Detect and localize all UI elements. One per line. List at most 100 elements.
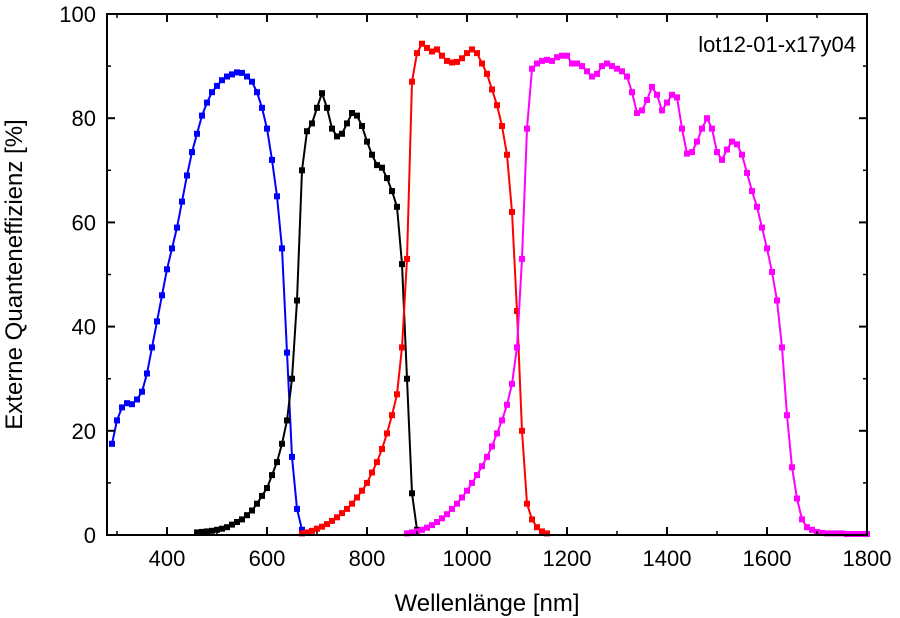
series-4-point xyxy=(799,516,805,523)
series-3-point xyxy=(369,469,375,476)
series-3-point xyxy=(479,60,485,67)
series-1-point xyxy=(259,104,265,111)
series-1 xyxy=(109,69,305,533)
series-3-point xyxy=(409,78,415,85)
series-4-point xyxy=(534,60,540,67)
series-3-point xyxy=(474,50,480,57)
chart-annotation: lot12-01-x17y04 xyxy=(698,32,856,57)
series-4-point xyxy=(694,138,700,145)
series-1-point xyxy=(299,526,305,533)
series-2-point xyxy=(309,120,315,127)
series-4-point xyxy=(684,150,690,157)
series-4 xyxy=(404,52,870,537)
series-2-point xyxy=(349,110,355,116)
series-1-point xyxy=(284,349,290,356)
series-3-point xyxy=(459,55,465,62)
series-3-point xyxy=(404,255,410,262)
series-4-point xyxy=(404,530,410,537)
y-tick-label: 100 xyxy=(59,2,96,27)
series-1-point xyxy=(119,404,125,411)
series-2-point xyxy=(289,375,295,382)
y-tick-label: 40 xyxy=(72,315,96,340)
series-3-point xyxy=(444,57,450,64)
series-4-point xyxy=(604,60,610,67)
series-4-point xyxy=(519,255,525,262)
series-2-point xyxy=(194,529,200,536)
series-1-point xyxy=(134,396,140,403)
series-2-point xyxy=(204,528,210,535)
series-3-point xyxy=(384,430,390,437)
series-3-point xyxy=(429,48,435,55)
series-3-point xyxy=(469,46,475,53)
series-3-point xyxy=(504,151,510,158)
series-2-point xyxy=(314,104,320,111)
series-4-point xyxy=(444,511,450,518)
series-4-point xyxy=(544,56,550,63)
series-3-point xyxy=(389,412,395,419)
series-4-point xyxy=(719,156,725,163)
series-4-point xyxy=(504,401,510,408)
y-tick-label: 80 xyxy=(72,106,96,131)
series-1-point xyxy=(219,77,225,84)
series-4-point xyxy=(669,91,675,98)
series-2-point xyxy=(334,133,340,140)
series-4-point xyxy=(774,297,780,304)
series-3-point xyxy=(464,50,470,57)
series-4-point xyxy=(524,125,530,132)
series-3-point xyxy=(424,44,430,51)
series-4-point xyxy=(784,412,790,419)
series-4-point xyxy=(409,529,415,536)
series-4-point xyxy=(569,60,575,67)
series-4-point xyxy=(484,453,490,460)
series-4-point xyxy=(749,188,755,195)
series-4-point xyxy=(644,97,650,103)
series-3-point xyxy=(354,494,360,501)
series-1-point xyxy=(269,156,275,163)
series-3-point xyxy=(439,52,445,59)
x-axis-title: Wellenlänge [nm] xyxy=(395,590,580,617)
series-4-point xyxy=(794,495,800,502)
series-3-point xyxy=(509,209,515,215)
series-2-point xyxy=(294,297,300,304)
series-3-point xyxy=(519,427,525,434)
series-4-point xyxy=(709,125,715,132)
series-2-point xyxy=(299,167,305,174)
series-3-point xyxy=(449,59,455,66)
series-2-point xyxy=(374,162,380,169)
series-4-point xyxy=(419,526,425,533)
series-4-point xyxy=(839,530,845,537)
x-tick-label: 800 xyxy=(349,546,386,571)
series-3-line xyxy=(301,42,548,535)
series-1-point xyxy=(109,440,115,447)
series-4-point xyxy=(614,65,620,72)
series-4-point xyxy=(639,107,645,114)
series-4-point xyxy=(819,529,825,536)
series-4-point xyxy=(559,52,565,59)
series-4-point xyxy=(754,203,760,210)
series-2-point xyxy=(259,492,265,499)
series-2-point xyxy=(224,524,230,531)
series-3-point xyxy=(454,58,460,65)
series-4-point xyxy=(454,500,460,507)
series-1-point xyxy=(244,73,250,80)
series-2-point xyxy=(379,164,385,171)
series-4-point xyxy=(779,344,785,351)
y-tick-label: 0 xyxy=(84,523,96,548)
series-2-point xyxy=(409,490,415,497)
series-1-point xyxy=(184,172,190,179)
series-1-point xyxy=(149,344,155,351)
series-1-point xyxy=(249,78,255,85)
series-4-point xyxy=(539,57,545,64)
series-3-point xyxy=(539,528,545,535)
series-3-point xyxy=(364,479,370,486)
series-4-point xyxy=(674,94,680,101)
series-2-point xyxy=(399,261,405,268)
series-4-point xyxy=(514,344,520,351)
series-4-point xyxy=(824,530,830,537)
series-2-point xyxy=(369,151,375,158)
series-3-point xyxy=(489,86,495,93)
series-1-point xyxy=(114,417,120,424)
series-4-point xyxy=(659,107,665,114)
series-2-point xyxy=(274,459,280,466)
series-2 xyxy=(194,90,420,536)
